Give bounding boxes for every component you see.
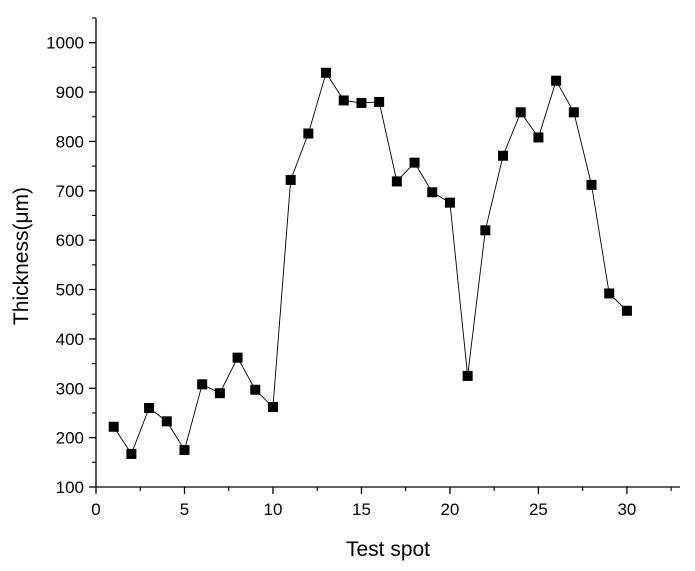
- data-point-marker: [338, 95, 349, 106]
- x-tick-label: 30: [617, 500, 636, 519]
- ticks: 0 5 10 15 20 25 30 100 200 300 400 500 600 700 800 900 1…: [46, 17, 672, 519]
- y-tick-label: 500: [56, 281, 84, 300]
- data-point-marker: [214, 388, 225, 399]
- data-point-marker: [444, 197, 455, 208]
- y-axis-title: Thickness(μm): [10, 187, 33, 325]
- x-tick-label: 10: [264, 500, 283, 519]
- data-point-marker: [586, 179, 597, 190]
- x-tick-label: 25: [529, 500, 548, 519]
- data-point-marker: [480, 225, 491, 236]
- data-point-marker: [498, 150, 509, 161]
- x-tick-label: 15: [352, 500, 371, 519]
- y-tick-label: 300: [56, 379, 84, 398]
- data-point-marker: [250, 384, 261, 395]
- data-point-marker: [515, 107, 526, 118]
- x-tick-label: 5: [180, 500, 189, 519]
- series-line: [113, 71, 628, 455]
- data-point-marker: [161, 416, 172, 427]
- data-point-marker: [321, 67, 332, 78]
- x-axis-title: Test spot: [346, 538, 430, 561]
- data-point-marker: [427, 187, 438, 198]
- data-point-marker: [551, 75, 562, 86]
- y-tick-label: 1000: [46, 34, 84, 53]
- data-point-marker: [179, 444, 190, 455]
- y-tick-label: 400: [56, 330, 84, 349]
- data-point-marker: [604, 288, 615, 299]
- data-point-marker: [374, 96, 385, 107]
- y-tick-label: 800: [56, 132, 84, 151]
- data-point-marker: [356, 97, 367, 108]
- y-tick-label: 700: [56, 182, 84, 201]
- data-point-marker: [462, 370, 473, 381]
- data-point-marker: [303, 128, 314, 139]
- data-point-marker: [232, 352, 243, 363]
- data-point-marker: [533, 132, 544, 143]
- y-tick-label: 200: [56, 429, 84, 448]
- y-tick-label: 100: [56, 478, 84, 497]
- data-point-marker: [409, 157, 420, 168]
- data-point-marker: [568, 107, 579, 118]
- axes: [95, 18, 680, 488]
- data-point-marker: [197, 379, 208, 390]
- data-point-marker: [621, 305, 632, 316]
- data-point-marker: [391, 176, 402, 187]
- data-point-marker: [108, 421, 119, 432]
- data-point-marker: [126, 448, 137, 459]
- x-tick-label: 0: [91, 500, 100, 519]
- y-tick-label: 900: [56, 83, 84, 102]
- data-series: [108, 67, 632, 459]
- x-tick-label: 20: [440, 500, 459, 519]
- data-point-marker: [285, 174, 296, 185]
- data-point-marker: [267, 402, 278, 413]
- y-tick-label: 600: [56, 231, 84, 250]
- data-point-marker: [144, 403, 155, 414]
